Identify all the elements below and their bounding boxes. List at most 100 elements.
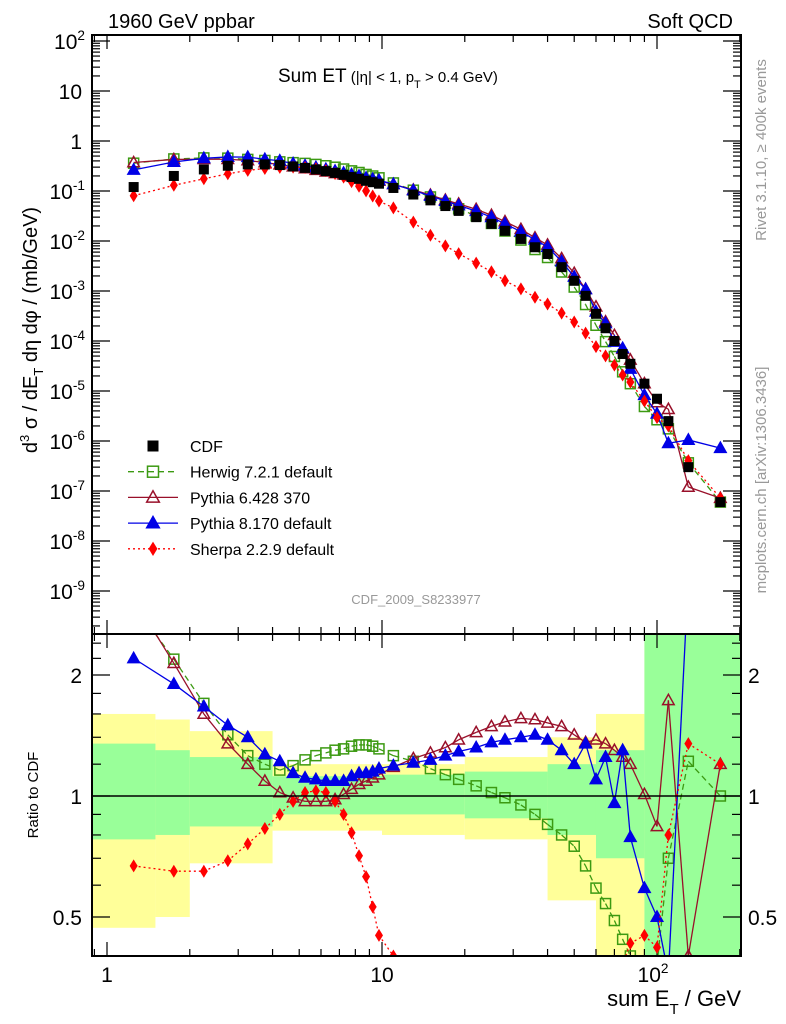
pythia-8-170-default-ratio-point <box>298 770 313 783</box>
pythia-8-170-default-ratio-point <box>469 740 484 753</box>
tick-exponent: 2 <box>77 28 85 43</box>
sherpa-2-2-9-default-main-point <box>591 340 600 354</box>
pythia-8-170-default-ratio-point <box>318 773 333 786</box>
ratio-tick-label-left: 1 <box>70 786 82 809</box>
sherpa-2-2-9-default-ratio-point <box>355 849 364 863</box>
herwig-7-2-1-default-ratio-line <box>430 767 446 776</box>
sherpa-2-2-9-default-main-line <box>203 173 228 180</box>
herwig-7-2-1-default-ratio-point <box>590 882 602 894</box>
sherpa-2-2-9-default-main-line <box>133 184 174 197</box>
sherpa-2-2-9-default-main-point <box>441 239 450 253</box>
sherpa-2-2-9-default-ratio-point <box>640 928 649 942</box>
herwig-7-2-1-default-ratio-line <box>351 744 360 747</box>
y-tick-label: 10-6 <box>50 428 86 454</box>
cdf-main-point <box>373 178 384 189</box>
cdf-main-point <box>440 201 451 212</box>
herwig-7-2-1-default-ratio-line <box>657 858 670 956</box>
pythia-6-428-370-ratio-line <box>643 794 658 827</box>
pythia-8-170-default-ratio-line <box>584 743 597 780</box>
green-band-segment <box>547 764 596 835</box>
ratio-tick-label-left: 0.5 <box>53 907 82 930</box>
y-tick-label: 10 <box>59 81 82 104</box>
herwig-7-2-1-default-ratio-point <box>452 773 465 786</box>
tick-exponent: -9 <box>73 578 85 593</box>
sherpa-2-2-9-default-main-line <box>667 425 689 461</box>
cdf-main-point <box>617 348 628 359</box>
sherpa-2-2-9-default-main-point <box>487 265 496 279</box>
tick-base: 1 <box>70 131 82 154</box>
pythia-8-170-default-ratio-point <box>623 829 638 843</box>
sherpa-2-2-9-default-main-point <box>426 228 435 242</box>
herwig-7-2-1-default-ratio-line <box>173 658 205 704</box>
pythia-8-170-default-main-point <box>713 440 728 454</box>
herwig-7-2-1-default-ratio-line <box>622 939 631 956</box>
pythia-6-428-370-ratio-line <box>520 717 536 721</box>
cdf-main-point <box>529 242 540 253</box>
cdf-main-point <box>222 160 233 171</box>
tick-exponent: -1 <box>73 178 85 193</box>
pythia-8-170-default-ratio-point <box>308 771 323 785</box>
y-tick-label: 10-8 <box>50 528 86 554</box>
cdf-main-point <box>590 308 601 319</box>
cdf-main-point <box>486 218 497 229</box>
pythia-8-170-default-main-line <box>133 161 174 171</box>
pythia-8-170-default-main-point <box>126 162 141 175</box>
legend-marker-icon <box>147 440 159 452</box>
pythia-6-428-370-ratio-point <box>588 732 604 745</box>
sherpa-2-2-9-default-ratio-point <box>347 826 356 840</box>
sherpa-2-2-9-default-main-point <box>640 394 649 408</box>
cdf-main-point <box>408 189 419 200</box>
tick-exponent: 2 <box>661 961 669 976</box>
herwig-7-2-1-default-ratio-line <box>534 813 548 825</box>
tick-base: 10 <box>50 481 73 504</box>
pythia-6-428-370-ratio-point <box>272 785 287 798</box>
tick-exponent: -8 <box>73 528 85 543</box>
sherpa-2-2-9-default-main-line <box>173 178 204 186</box>
herwig-7-2-1-default-ratio-point <box>373 743 385 755</box>
tick-base: 10 <box>50 431 73 454</box>
legend: CDF Herwig 7.2.1 default Pythia 6.428 370 P… <box>128 439 335 559</box>
herwig-7-2-1-default-ratio-point <box>616 933 629 946</box>
herwig-7-2-1-default-ratio-point <box>529 808 541 821</box>
pythia-6-428-370-ratio-line <box>227 743 249 765</box>
sherpa-2-2-9-default-main-point <box>409 215 418 229</box>
pythia-8-170-default-main-line <box>173 157 204 163</box>
cdf-main-point <box>300 162 311 173</box>
legend-marker-icon <box>148 541 158 556</box>
tick-base: 10 <box>59 81 82 104</box>
herwig-7-2-1-default-ratio-point <box>337 743 350 755</box>
header-left: 1960 GeV ppbar <box>108 11 255 33</box>
herwig-7-2-1-default-main-line <box>561 271 575 288</box>
herwig-7-2-1-default-ratio-line <box>445 774 459 780</box>
herwig-7-2-1-default-ratio-point <box>662 852 675 865</box>
tick-base: 10 <box>370 964 393 987</box>
cdf-main-point <box>715 497 726 508</box>
herwig-7-2-1-default-ratio-point <box>242 749 254 762</box>
pythia-8-170-default-ratio-point <box>578 736 593 749</box>
herwig-7-2-1-default-ratio-line <box>613 920 624 940</box>
ratio-tick-label-right: 0.5 <box>748 907 777 930</box>
tick-exponent: -7 <box>73 478 85 493</box>
pythia-8-170-default-main-point <box>196 150 211 164</box>
cdf-main-point <box>609 336 620 346</box>
cdf-main-point <box>330 167 341 178</box>
pythia-6-428-370-ratio-point <box>359 773 374 786</box>
herwig-7-2-1-default-ratio-point <box>541 818 554 831</box>
herwig-7-2-1-default-main-line <box>547 257 563 273</box>
uncertainty-bands <box>92 634 741 956</box>
analysis-id: CDF_2009_S8233977 <box>351 592 480 607</box>
tick-base: 10 <box>50 281 73 304</box>
pythia-6-428-370-ratio-point <box>240 756 255 770</box>
x-tick-label: 1 <box>101 964 113 987</box>
sherpa-2-2-9-default-main-point <box>362 184 371 198</box>
pythia-6-428-370-ratio-point <box>649 818 665 832</box>
sherpa-2-2-9-default-main-point <box>500 274 509 288</box>
legend-marker-icon <box>145 489 161 503</box>
herwig-7-2-1-default-ratio-point <box>320 747 332 759</box>
tick-base: 10 <box>54 31 77 54</box>
pythia-6-428-370-main-point <box>661 401 676 415</box>
legend-label: Sherpa 2.2.9 default <box>190 542 335 559</box>
herwig-7-2-1-default-ratio-point <box>366 740 379 752</box>
herwig-7-2-1-default-ratio-point <box>568 840 580 852</box>
